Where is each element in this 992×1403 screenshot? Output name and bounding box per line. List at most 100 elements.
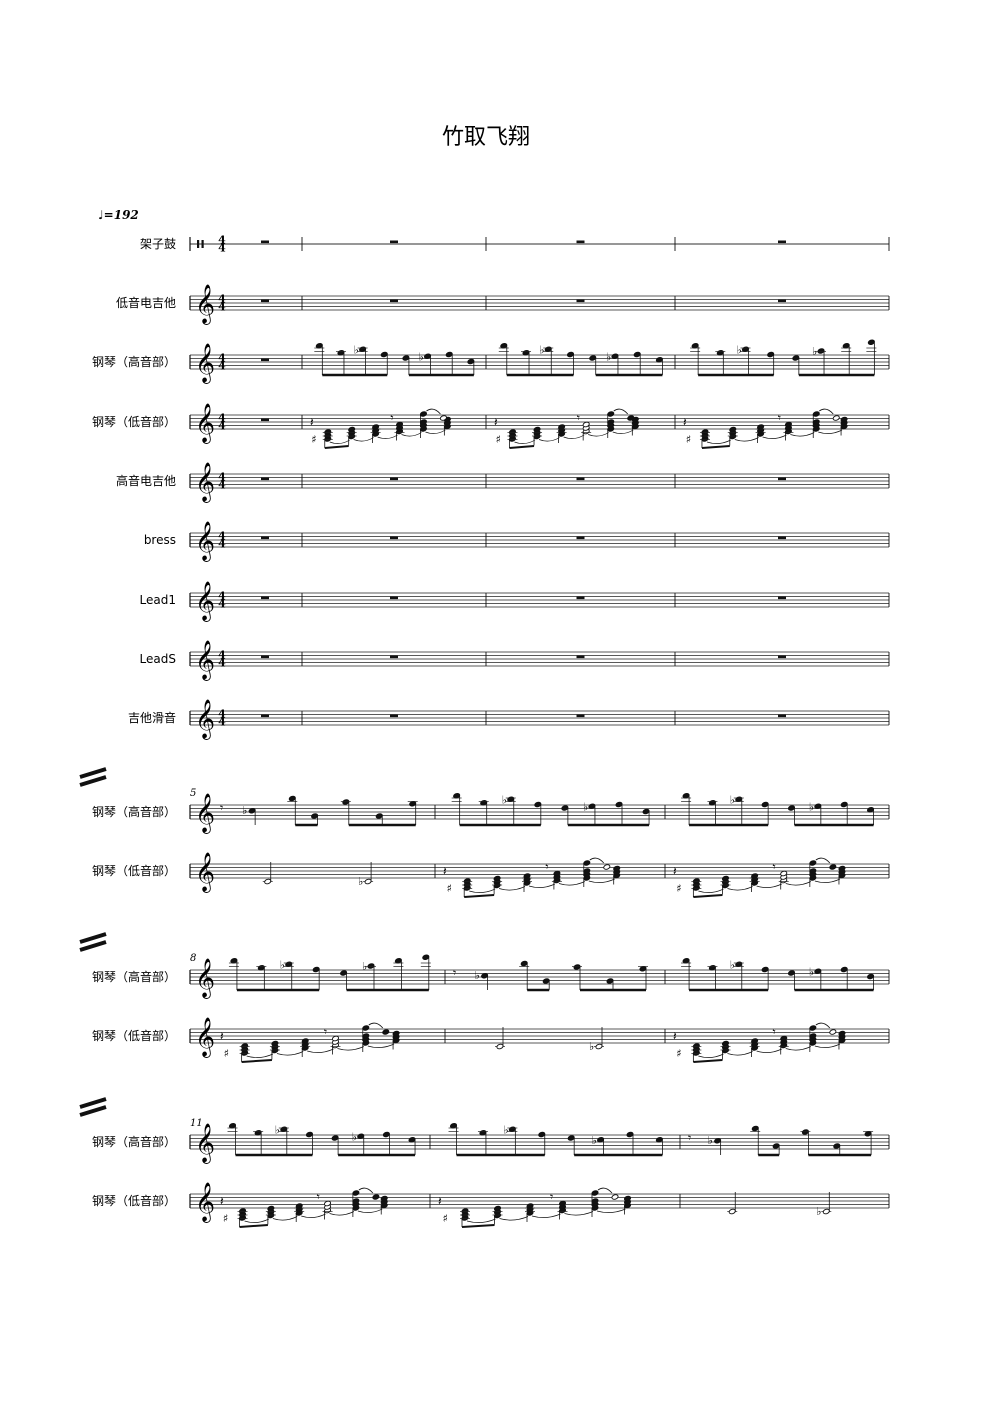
note-head bbox=[382, 1131, 390, 1138]
whole-rest bbox=[576, 596, 585, 600]
beam bbox=[509, 445, 535, 449]
note-head bbox=[615, 801, 623, 808]
note-head bbox=[324, 429, 332, 435]
slur bbox=[819, 408, 834, 415]
time-signature-top: 4 bbox=[218, 471, 226, 484]
whole-rest bbox=[261, 299, 269, 303]
tempo-marking: ♩=192 bbox=[98, 208, 139, 222]
note-head bbox=[814, 803, 822, 810]
note-head bbox=[542, 978, 550, 984]
quarter-rest: 𝄽 bbox=[494, 415, 498, 429]
staff-4: 钢琴（低音部） 𝄞 44 𝄽 𝄾 ♯ 𝄽 𝄾 ♯ 𝄽 𝄾 ♯ bbox=[92, 403, 890, 449]
sharp-sign: ♯ bbox=[224, 1047, 229, 1060]
note-head bbox=[238, 1208, 247, 1214]
sharp-sign: ♯ bbox=[447, 882, 452, 895]
sharp-sign: ♯ bbox=[311, 433, 316, 446]
flat-sign: ♭ bbox=[606, 350, 611, 363]
flat-sign: ♭ bbox=[809, 800, 814, 813]
system-separator bbox=[79, 940, 107, 952]
whole-rest bbox=[778, 596, 786, 600]
note-head bbox=[838, 1030, 846, 1037]
beam bbox=[324, 445, 349, 449]
note-head bbox=[792, 355, 800, 361]
note-head bbox=[467, 358, 475, 365]
quarter-rest: 𝄽 bbox=[673, 1029, 677, 1043]
tie bbox=[706, 439, 731, 444]
note-head bbox=[761, 801, 769, 808]
beam bbox=[693, 894, 723, 898]
note-head bbox=[833, 1143, 841, 1149]
tie bbox=[498, 886, 526, 891]
whole-rest bbox=[778, 240, 786, 244]
piano-system-2: 8 钢琴（高音部） 𝄞 ♭ ♭ 𝄾 ♭ ♭ ♭ 钢琴（低音部） 𝄞 𝄽 𝄾 ♯ ♭ 𝄽 𝄾 ♯ bbox=[79, 932, 890, 1063]
staff-label: 钢琴（高音部） bbox=[92, 354, 176, 369]
eighth-rest: 𝄾 bbox=[688, 1131, 691, 1145]
tie bbox=[734, 437, 759, 442]
note-head bbox=[372, 424, 380, 430]
quarter-rest: 𝄽 bbox=[220, 1029, 224, 1043]
whole-rest bbox=[576, 240, 585, 244]
note-head bbox=[814, 968, 822, 975]
staff-label: 钢琴（高音部） bbox=[92, 1134, 176, 1149]
quarter-rest: 𝄽 bbox=[683, 415, 687, 429]
note-head bbox=[714, 1137, 722, 1144]
lower-staff: 钢琴（低音部） 𝄞 ♭𝄽 𝄾♯𝄽 𝄾♯ bbox=[92, 852, 890, 898]
note-head bbox=[767, 351, 775, 358]
staff-label: 低音电吉他 bbox=[116, 295, 176, 310]
treble-clef: 𝄞 bbox=[195, 1182, 215, 1223]
flat-sign: ♭ bbox=[809, 965, 814, 978]
note-head bbox=[626, 1131, 634, 1138]
note-head bbox=[558, 1200, 567, 1207]
note-head bbox=[611, 1194, 619, 1200]
whole-rest bbox=[390, 655, 398, 659]
note-head bbox=[655, 1136, 663, 1143]
measure-number: 8 bbox=[190, 953, 196, 964]
note-head bbox=[357, 1133, 365, 1140]
note-head bbox=[526, 1203, 534, 1209]
tie bbox=[596, 1208, 626, 1213]
whole-rest bbox=[261, 714, 269, 718]
note-head bbox=[784, 421, 792, 428]
whole-rest bbox=[576, 714, 585, 718]
flat-sign: ♭ bbox=[502, 793, 507, 806]
tie bbox=[698, 888, 724, 893]
eighth-rest: 𝄾 bbox=[550, 1190, 553, 1204]
note-head bbox=[380, 351, 388, 358]
flat-sign: ♭ bbox=[816, 1205, 821, 1218]
tie bbox=[612, 429, 634, 434]
time-signature-bottom: 4 bbox=[218, 420, 226, 433]
whole-rest bbox=[778, 299, 786, 303]
note-head bbox=[867, 973, 875, 980]
time-signature-top: 4 bbox=[218, 649, 226, 662]
tie bbox=[514, 439, 536, 444]
staff-label: 钢琴（低音部） bbox=[92, 414, 176, 429]
note-head bbox=[623, 1195, 632, 1202]
beam bbox=[461, 1224, 495, 1228]
time-signature-bottom: 4 bbox=[218, 360, 226, 373]
staff-label: Lead1 bbox=[140, 593, 176, 607]
note-head bbox=[342, 799, 350, 805]
note-head bbox=[248, 807, 256, 814]
flat-sign: ♭ bbox=[354, 343, 359, 356]
eighth-rest: 𝄾 bbox=[317, 1190, 320, 1204]
percussion-clef bbox=[197, 240, 200, 248]
tie bbox=[698, 1053, 724, 1058]
beam bbox=[241, 1059, 272, 1063]
note-head bbox=[267, 1205, 275, 1212]
flat-sign: ♭ bbox=[475, 969, 480, 982]
whole-rest bbox=[576, 655, 585, 659]
note-head bbox=[395, 421, 404, 428]
slur bbox=[597, 1187, 613, 1194]
note-head bbox=[701, 429, 709, 435]
quarter-rest: 𝄽 bbox=[220, 1194, 224, 1208]
flat-sign: ♭ bbox=[419, 350, 424, 363]
treble-clef: 𝄞 bbox=[195, 581, 215, 622]
note-head bbox=[493, 875, 501, 882]
tie bbox=[756, 1048, 782, 1053]
percussion-clef bbox=[201, 240, 204, 248]
whole-rest bbox=[261, 240, 269, 244]
note-head bbox=[445, 351, 453, 358]
treble-clef: 𝄞 bbox=[195, 343, 215, 384]
note-head bbox=[787, 805, 796, 811]
